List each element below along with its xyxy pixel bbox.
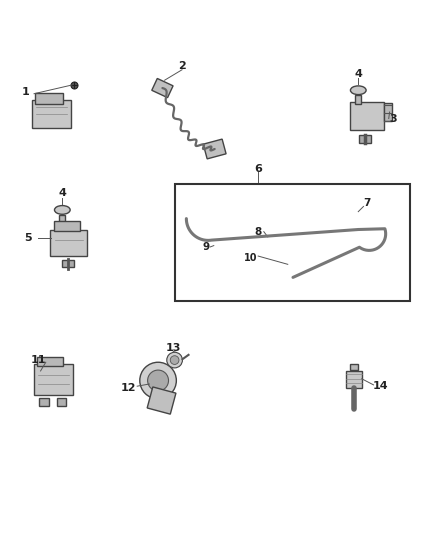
Bar [350,102,385,131]
Text: 12: 12 [121,383,136,393]
Bar [346,372,362,388]
Bar [152,78,173,98]
Text: 1: 1 [21,87,29,98]
Bar [147,387,176,414]
Bar [384,103,392,120]
Ellipse shape [262,233,276,245]
Bar [32,100,71,128]
Ellipse shape [196,191,216,205]
Ellipse shape [342,212,366,236]
Text: 9: 9 [202,242,209,252]
Bar [350,364,358,370]
Text: 11: 11 [31,355,46,365]
Bar [59,215,65,224]
Bar [286,263,299,274]
Bar [176,184,410,301]
Text: 8: 8 [254,227,262,237]
Bar [39,398,49,406]
Ellipse shape [54,206,70,214]
Ellipse shape [205,239,223,252]
Text: 6: 6 [254,164,262,174]
Bar [35,93,64,103]
Text: 4: 4 [354,69,362,79]
Bar [263,229,295,249]
Text: 4: 4 [58,188,66,198]
Bar [62,260,74,268]
Ellipse shape [140,362,177,399]
Bar [37,357,63,366]
Text: 10: 10 [244,253,257,263]
Bar [34,365,73,395]
Ellipse shape [347,217,361,231]
Ellipse shape [208,241,219,249]
Text: 13: 13 [166,343,181,353]
Bar [53,221,80,231]
Text: 14: 14 [372,381,388,391]
Bar [57,398,66,406]
Ellipse shape [170,356,179,365]
Text: 7: 7 [363,198,371,208]
Ellipse shape [167,352,183,368]
Text: 5: 5 [24,233,31,243]
Bar [50,230,87,256]
Text: 3: 3 [389,114,397,124]
Ellipse shape [279,233,293,245]
Bar [355,95,361,104]
Bar [203,139,226,159]
Ellipse shape [148,370,169,391]
Ellipse shape [350,86,366,94]
Text: 2: 2 [178,61,186,71]
Bar [359,135,371,143]
